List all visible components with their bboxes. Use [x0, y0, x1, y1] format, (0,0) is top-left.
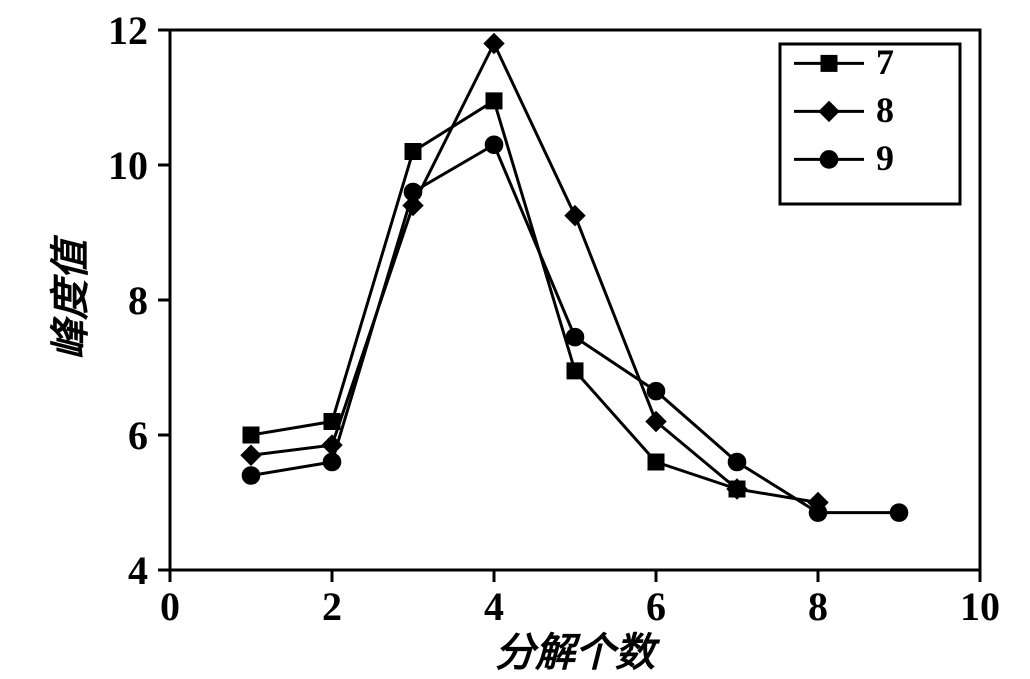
- y-axis-label: 峰度值: [48, 234, 93, 360]
- y-tick-label: 8: [128, 278, 148, 323]
- x-tick-label: 2: [322, 584, 342, 629]
- y-tick-label: 6: [128, 413, 148, 458]
- legend: 7 8 9: [780, 42, 960, 204]
- legend-label: 8: [876, 90, 894, 130]
- y-tick-label: 12: [108, 8, 148, 53]
- line-chart: 0 2 4 6 8 10 4 6 8 10 12 分解个数 峰度值 7 8 9: [0, 0, 1030, 679]
- chart-container: 0 2 4 6 8 10 4 6 8 10 12 分解个数 峰度值 7 8 9: [0, 0, 1030, 679]
- x-tick-label: 8: [808, 584, 828, 629]
- x-tick-label: 10: [960, 584, 1000, 629]
- x-axis-label: 分解个数: [495, 630, 661, 675]
- x-tick-label: 0: [160, 584, 180, 629]
- y-tick-label: 10: [108, 143, 148, 188]
- y-tick-label: 4: [128, 548, 148, 593]
- x-tick-label: 6: [646, 584, 666, 629]
- legend-label: 9: [876, 138, 894, 178]
- x-tick-label: 4: [484, 584, 504, 629]
- legend-label: 7: [876, 42, 894, 82]
